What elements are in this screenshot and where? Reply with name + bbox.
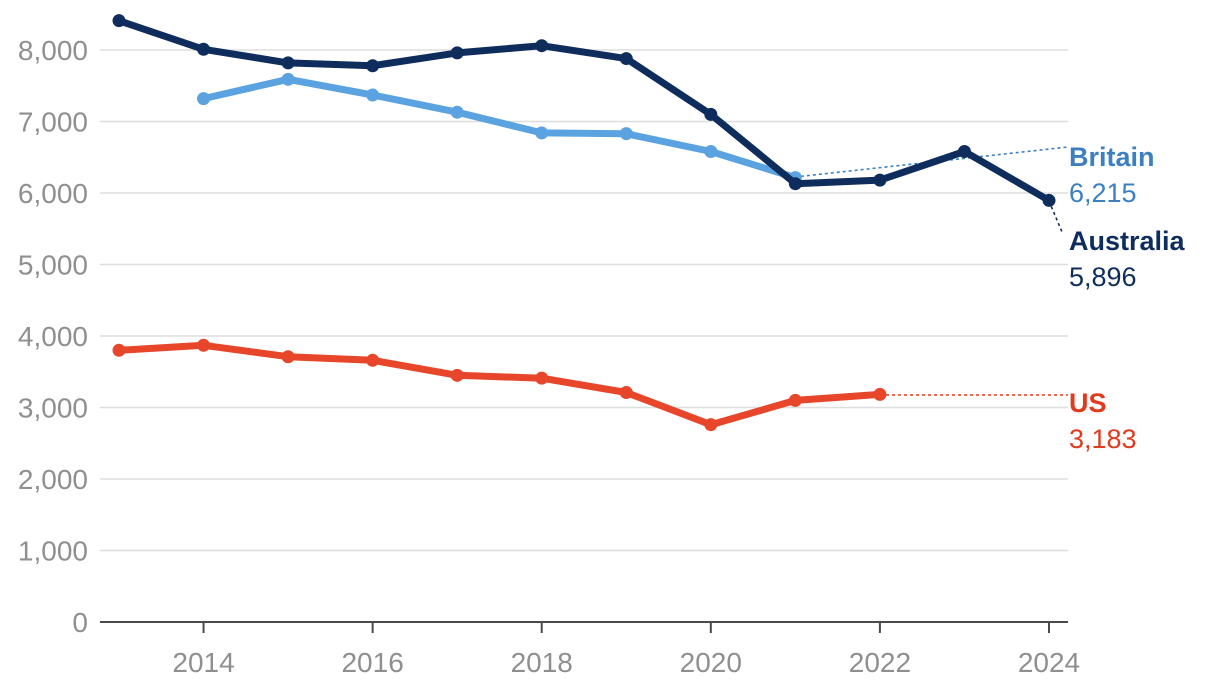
us-point bbox=[281, 350, 295, 364]
us-label: US bbox=[1069, 388, 1107, 418]
y-gridlines: 0 1,000 2,000 3,000 4,000 5,000 6,000 7,000 8,00… bbox=[18, 35, 1068, 638]
australia-point bbox=[873, 173, 887, 187]
us-line bbox=[115, 341, 884, 429]
us-point bbox=[450, 368, 464, 382]
australia-point bbox=[450, 46, 464, 60]
us-point bbox=[873, 387, 887, 401]
series-us bbox=[112, 338, 1068, 432]
us-point bbox=[112, 343, 126, 357]
y-tick-label: 0 bbox=[72, 607, 88, 638]
y-tick-label: 5,000 bbox=[18, 250, 88, 281]
britain-end-value: 6,215 bbox=[1069, 178, 1137, 208]
y-tick-label: 8,000 bbox=[18, 35, 88, 66]
australia-point bbox=[619, 52, 633, 66]
y-tick-label: 3,000 bbox=[18, 393, 88, 424]
y-tick-label: 7,000 bbox=[18, 107, 88, 138]
australia-label: Australia bbox=[1069, 226, 1186, 256]
australia-point bbox=[957, 145, 971, 159]
australia-point bbox=[112, 14, 126, 28]
australia-point bbox=[197, 42, 211, 56]
britain-point bbox=[366, 88, 380, 102]
australia-point bbox=[788, 177, 802, 191]
x-tick-label: 2018 bbox=[511, 647, 573, 678]
x-axis: 2014 2016 2018 2020 2022 2024 bbox=[172, 622, 1080, 678]
britain-point bbox=[619, 127, 633, 141]
britain-point bbox=[281, 72, 295, 86]
us-point bbox=[704, 418, 718, 432]
australia-end-value: 5,896 bbox=[1069, 262, 1137, 292]
series-australia bbox=[112, 14, 1063, 233]
britain-point bbox=[197, 92, 211, 106]
britain-line bbox=[200, 75, 799, 182]
us-point bbox=[197, 338, 211, 352]
us-point bbox=[619, 385, 633, 399]
series-britain bbox=[197, 72, 1069, 185]
australia-point bbox=[281, 56, 295, 70]
australia-point bbox=[1042, 193, 1056, 207]
x-tick-label: 2016 bbox=[341, 647, 403, 678]
australia-point bbox=[535, 39, 549, 53]
x-tick-label: 2022 bbox=[849, 647, 911, 678]
australia-point bbox=[366, 59, 380, 73]
britain-point bbox=[535, 126, 549, 140]
australia-line bbox=[115, 17, 1053, 204]
us-end-value: 3,183 bbox=[1069, 424, 1137, 454]
us-point bbox=[366, 353, 380, 367]
x-tick-label: 2024 bbox=[1018, 647, 1080, 678]
us-point bbox=[535, 371, 549, 385]
y-tick-label: 2,000 bbox=[18, 464, 88, 495]
x-tick-label: 2020 bbox=[680, 647, 742, 678]
britain-point bbox=[704, 145, 718, 159]
y-tick-label: 1,000 bbox=[18, 536, 88, 567]
y-tick-label: 6,000 bbox=[18, 178, 88, 209]
us-point bbox=[788, 393, 802, 407]
britain-point bbox=[450, 105, 464, 119]
britain-label: Britain bbox=[1069, 142, 1155, 172]
x-tick-label: 2014 bbox=[172, 647, 234, 678]
australia-point bbox=[704, 107, 718, 121]
britain-label-connector bbox=[794, 146, 1069, 178]
y-tick-label: 4,000 bbox=[18, 321, 88, 352]
